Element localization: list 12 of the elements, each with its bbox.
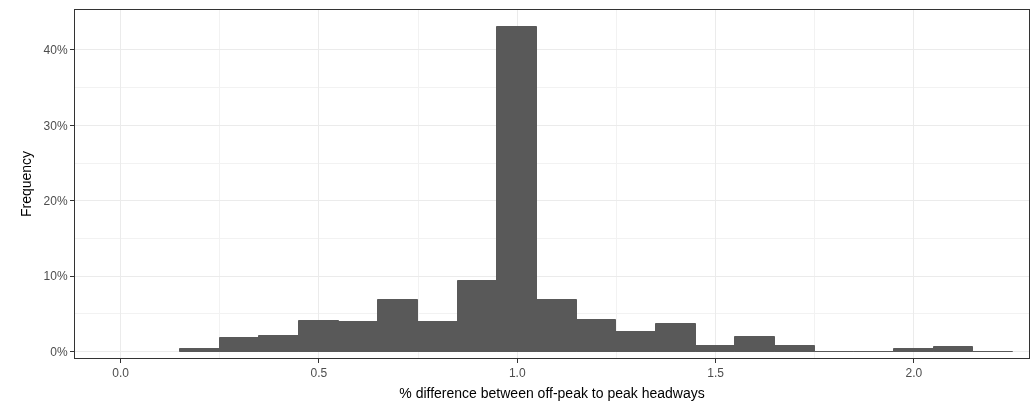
x-tick-label: 0.0 [112,366,130,381]
y-tick-label: 10% [43,269,68,284]
x-tick-label: 1.5 [707,366,725,381]
y-tick-label: 0% [50,344,68,359]
x-tick-label: 1.0 [508,366,526,381]
y-tick-label: 30% [43,118,68,133]
y-tick-label: 20% [43,193,68,208]
y-tick-label: 40% [43,43,68,58]
x-tick-label: 0.5 [310,366,328,381]
y-axis-title: Frequency [18,150,35,218]
x-axis-title: % difference between off-peak to peak headways [399,384,705,401]
x-tick-label: 2.0 [905,366,923,381]
